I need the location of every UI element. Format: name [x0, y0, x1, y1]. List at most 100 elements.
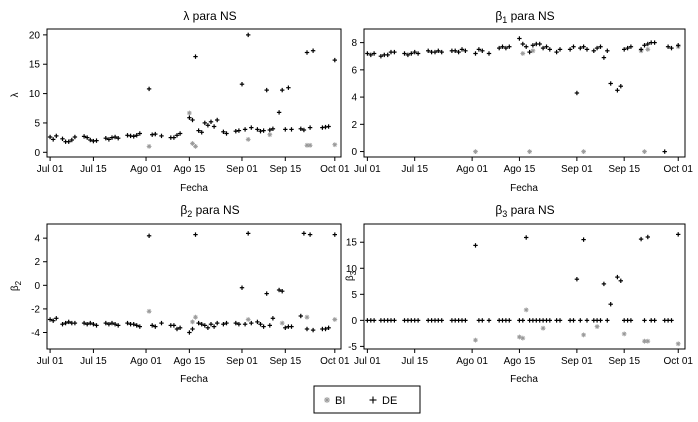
point-de [245, 32, 251, 38]
x-tick-label: Ago 15 [174, 164, 206, 175]
chart-title: λ para NS [183, 9, 236, 23]
point-de [527, 49, 532, 55]
legend-box [313, 385, 421, 414]
point-de [618, 278, 623, 283]
point-de [51, 137, 56, 142]
x-tick-label: Ago 15 [504, 164, 536, 175]
point-de [171, 323, 177, 328]
point-bi [473, 337, 478, 343]
y-tick-label: 2 [351, 120, 357, 131]
y-axis-label: λ [10, 93, 21, 98]
y-axis-label: β2 [10, 280, 23, 291]
point-de [66, 319, 71, 325]
point-de [547, 318, 552, 323]
point-de [571, 318, 576, 323]
point-de [598, 44, 603, 49]
point-de [365, 51, 370, 56]
point-bi [581, 149, 586, 155]
y-tick-label: 2 [34, 257, 40, 268]
point-bi [642, 338, 647, 344]
point-de [190, 117, 195, 123]
point-de [196, 128, 201, 133]
point-de [131, 134, 136, 139]
x-tick-label: Jul 01 [37, 164, 64, 175]
point-de [146, 233, 152, 239]
plot-frame [363, 223, 686, 350]
point-de [304, 326, 310, 332]
y-tick-label: 20 [29, 30, 41, 41]
x-axis-label: Fecha [180, 374, 208, 385]
x-tick-label: Sep 15 [269, 164, 301, 175]
point-de [615, 274, 620, 280]
data-points [47, 32, 338, 149]
point-de [134, 133, 139, 138]
plot-frame [363, 28, 686, 158]
panel-beta1: β1 para NS Jul 01 Jul 15 Ago 01 Ago 15 Sep 0… [351, 9, 693, 194]
point-de [301, 231, 307, 236]
point-de [177, 325, 183, 330]
point-de [137, 131, 143, 136]
legend-item-de: DE [369, 395, 397, 407]
point-de [289, 127, 294, 132]
point-de [557, 47, 563, 52]
x-tick-label: Oct 01 [664, 356, 694, 367]
point-de [439, 318, 444, 323]
point-de [211, 324, 217, 329]
point-bi [307, 142, 313, 148]
chart-title: β2 para NS [180, 203, 239, 219]
point-de [628, 44, 634, 49]
point-de [54, 316, 59, 321]
point-de [249, 125, 254, 130]
point-de [326, 325, 331, 330]
point-de [301, 127, 307, 133]
point-bi [245, 317, 251, 322]
point-de [608, 302, 613, 307]
point-de [60, 322, 65, 327]
x-tick-label: Sep 01 [226, 356, 258, 367]
point-de [500, 44, 505, 49]
point-de [326, 124, 331, 129]
point-de [245, 231, 251, 236]
x-tick-label: Sep 01 [561, 356, 593, 367]
data-points [365, 36, 681, 155]
point-de [547, 47, 552, 52]
x-tick-label: Oct 01 [320, 164, 350, 175]
x-tick-label: Oct 01 [664, 164, 694, 175]
x-tick-label: Ago 15 [174, 356, 206, 367]
y-tick-label: -4 [31, 328, 40, 339]
point-de [540, 45, 546, 51]
y-axis: 0 2 4 6 8 [351, 38, 364, 158]
point-de [47, 134, 53, 140]
point-bi [675, 341, 681, 347]
point-de [242, 322, 248, 327]
point-de [146, 86, 152, 92]
point-de [208, 119, 214, 125]
point-de [517, 36, 522, 41]
point-de [149, 323, 155, 328]
point-de [72, 134, 78, 140]
point-bi [146, 143, 152, 149]
data-points [365, 232, 681, 347]
point-de [642, 318, 647, 323]
point-de [233, 320, 239, 326]
point-bi [645, 47, 651, 52]
point-de [280, 289, 285, 294]
point-de [214, 320, 220, 326]
point-de [239, 81, 245, 87]
point-de [258, 322, 263, 327]
x-tick-label: Ago 01 [130, 164, 162, 175]
point-bi [146, 308, 152, 314]
y-axis: -5 0 5 10 15 [346, 238, 364, 353]
point-de [537, 41, 542, 47]
point-de [174, 133, 180, 138]
point-de [652, 40, 657, 45]
point-de [267, 323, 272, 328]
point-de [255, 319, 260, 325]
point-bi [245, 136, 251, 142]
point-de [131, 322, 136, 327]
point-de [81, 134, 87, 139]
point-de [456, 49, 461, 55]
point-de [211, 124, 217, 129]
point-de [652, 318, 657, 323]
point-de [177, 131, 183, 136]
